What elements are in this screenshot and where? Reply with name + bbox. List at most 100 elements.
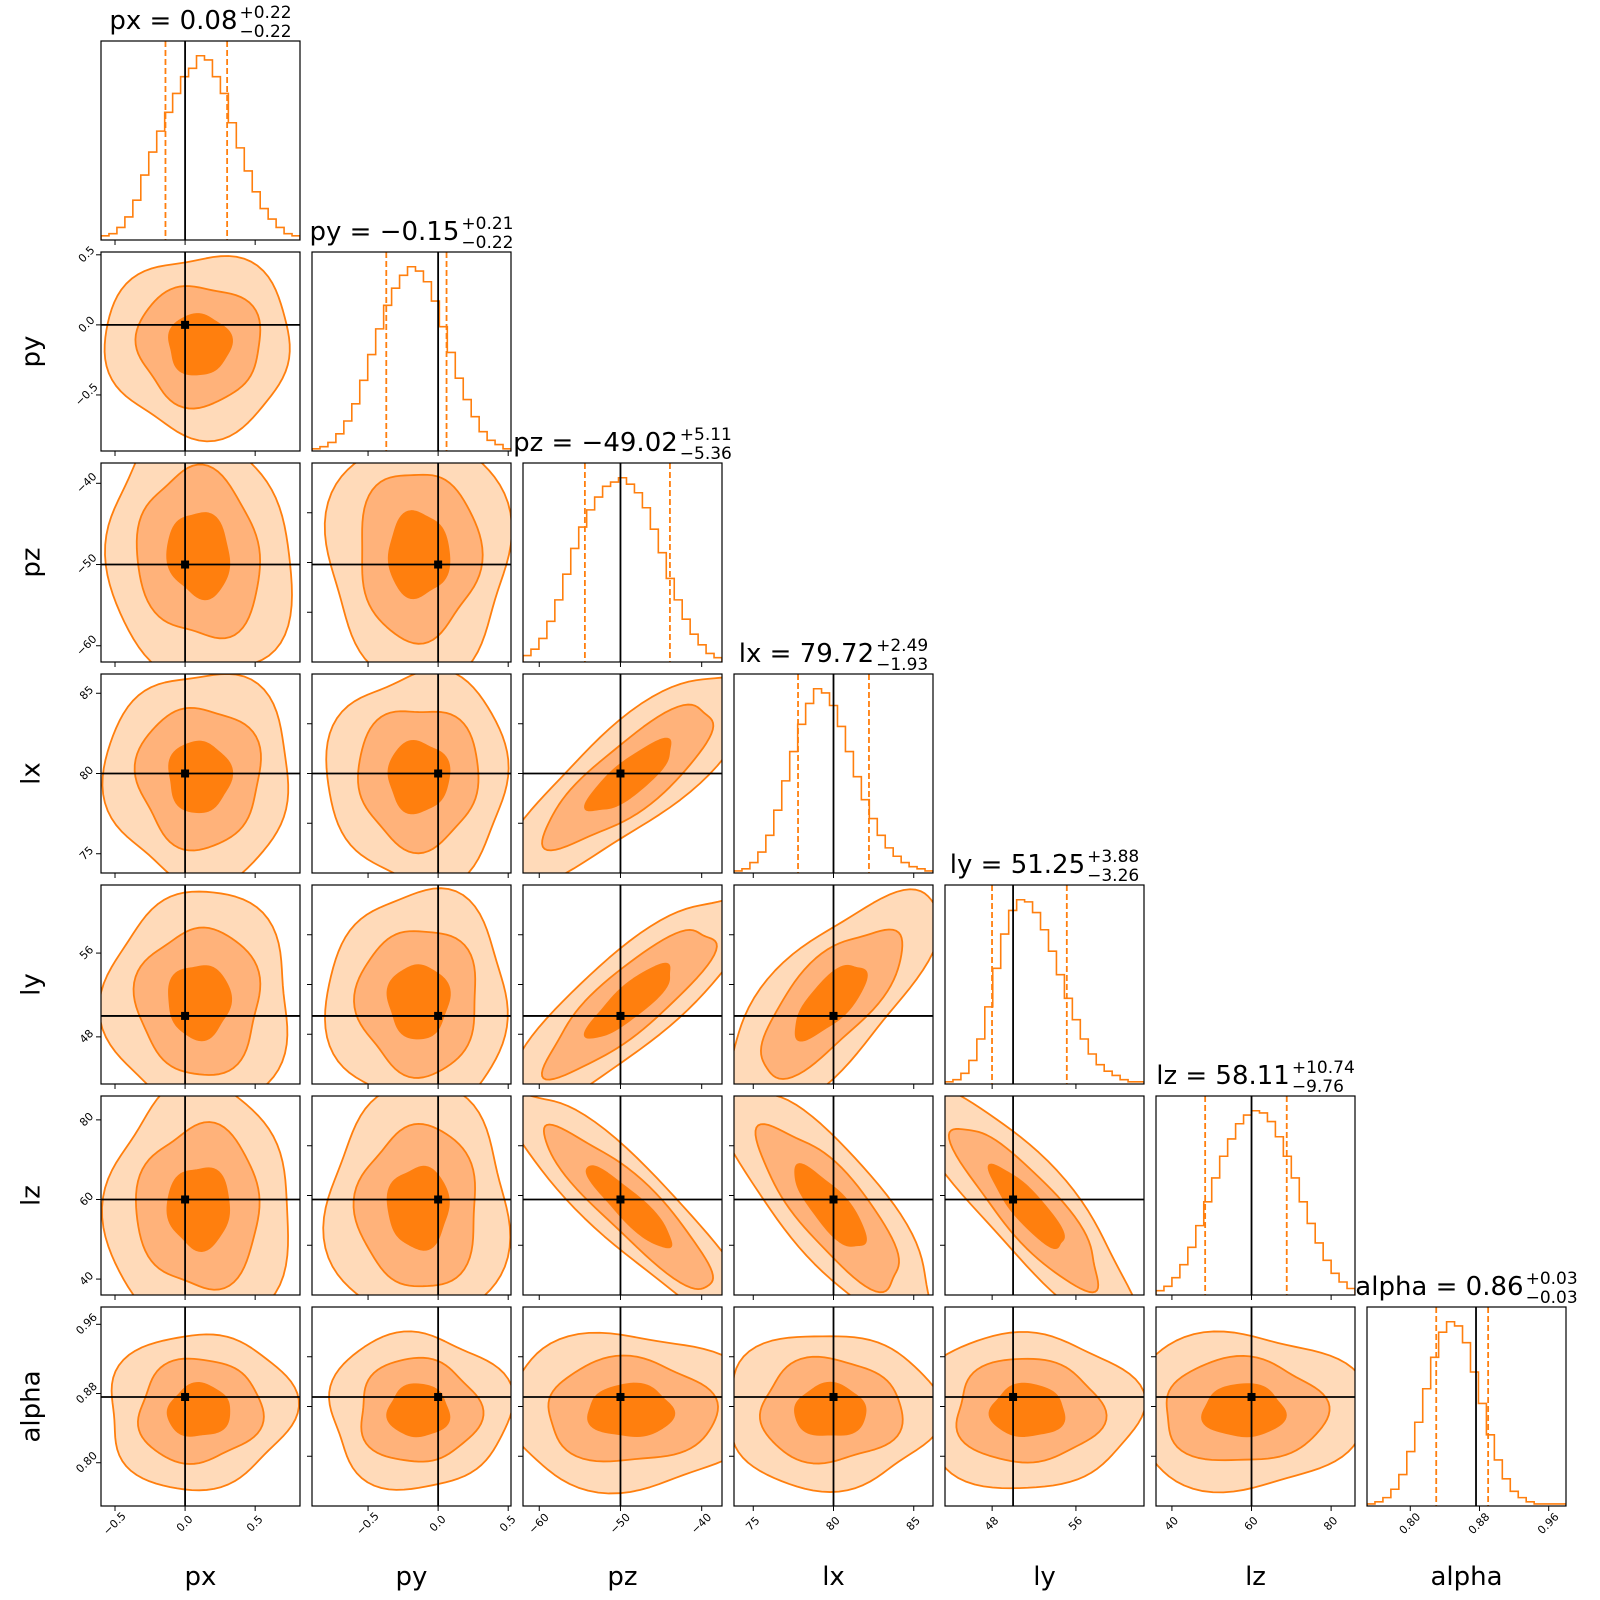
title-lower: −9.76 xyxy=(1292,1077,1344,1097)
panel-content xyxy=(734,885,933,1084)
y-tick-label-pz: −60 xyxy=(74,633,100,659)
panel-alpha-alpha: alpha = 0.86 +0.03−0.03 0.80 0.88 0.96 alpha xyxy=(1355,1269,1577,1592)
panel-content xyxy=(101,1307,300,1506)
panel-px-pz: −60 −50 −40 pz xyxy=(17,462,301,667)
panel-lz-alpha: 40 60 80 lz xyxy=(1151,1306,1356,1592)
truth-marker xyxy=(616,1011,625,1020)
panel-py-ly xyxy=(307,884,512,1089)
title-lower: −0.03 xyxy=(1526,1288,1578,1308)
panel-frame xyxy=(944,1095,1145,1296)
panel-py-lx xyxy=(307,673,512,878)
panel-frame xyxy=(100,673,301,874)
title-upper: +10.74 xyxy=(1292,1058,1355,1078)
panel-py-pz xyxy=(307,462,512,667)
panel-content xyxy=(101,252,300,451)
panel-pz-lz xyxy=(518,1095,723,1300)
contour-inner xyxy=(387,739,451,815)
panel-content xyxy=(523,463,722,662)
contour-inner xyxy=(387,510,451,600)
x-axis-label-lx: lx xyxy=(822,1562,845,1592)
x-tick-label-lz: 40 xyxy=(1162,1514,1181,1533)
title-py: py = −0.15 +0.21−0.22 xyxy=(310,214,514,253)
panel-content xyxy=(734,1096,933,1295)
x-tick-label-lz: 80 xyxy=(1321,1514,1340,1533)
x-tick-label-alpha: 0.96 xyxy=(1535,1510,1562,1537)
panel-content xyxy=(734,674,933,873)
x-axis-label-px: px xyxy=(185,1562,217,1592)
panel-pz-ly xyxy=(518,884,723,1089)
y-axis-label-pz: pz xyxy=(17,547,47,577)
panel-content xyxy=(1156,1096,1355,1295)
y-tick-label-alpha: 0.96 xyxy=(73,1311,100,1338)
panel-frame xyxy=(311,1095,512,1296)
y-tick-label-ly: 48 xyxy=(77,1027,96,1046)
histogram-py xyxy=(312,265,511,451)
y-axis-label-alpha: alpha xyxy=(17,1370,47,1442)
panel-px-lz: 40 60 80 lz xyxy=(17,1095,301,1300)
panel-px-lx: 75 80 85 lx xyxy=(17,673,301,878)
truth-marker xyxy=(1247,1392,1256,1401)
title-upper: +2.49 xyxy=(876,636,928,656)
panel-py-alpha: −0.5 0.0 0.5 py xyxy=(307,1306,519,1592)
panel-lx-lz xyxy=(729,1095,934,1300)
panel-content xyxy=(312,885,511,1084)
panel-ly-ly: ly = 51.25 +3.88−3.26 xyxy=(944,847,1145,1089)
histogram-alpha xyxy=(1367,1320,1566,1506)
panel-frame xyxy=(944,884,1145,1085)
panel-frame xyxy=(522,1095,723,1296)
contour-inner xyxy=(794,1163,867,1247)
y-tick-label-py: 0.0 xyxy=(76,314,98,336)
x-tick-label-px: 0.0 xyxy=(174,1513,196,1535)
x-tick-label-ly: 48 xyxy=(982,1514,1001,1533)
histogram-px xyxy=(101,54,300,240)
panel-content xyxy=(101,463,300,662)
x-tick-label-px: −0.5 xyxy=(101,1510,129,1538)
x-axis-label-py: py xyxy=(396,1562,428,1592)
truth-marker xyxy=(434,1011,443,1020)
title-lower: −0.22 xyxy=(240,22,292,42)
histogram-ly xyxy=(945,898,1144,1084)
panel-frame xyxy=(522,1306,723,1507)
panel-ly-lz xyxy=(940,1095,1145,1300)
x-axis-label-alpha: alpha xyxy=(1430,1562,1502,1592)
y-tick-label-lx: 75 xyxy=(77,844,96,863)
title-lx: lx = 79.72 +2.49−1.93 xyxy=(739,636,928,675)
title-main: py = −0.15 xyxy=(310,217,460,247)
x-tick-label-pz: −40 xyxy=(689,1511,715,1537)
panel-px-py: −0.50.00.5py xyxy=(17,244,301,456)
panel-content xyxy=(523,1307,722,1506)
panel-frame xyxy=(100,462,301,663)
y-tick-label-lz: 40 xyxy=(77,1269,96,1288)
title-upper: +3.88 xyxy=(1087,847,1139,867)
histogram-pz xyxy=(523,476,722,662)
title-pz: pz = −49.02 +5.11−5.36 xyxy=(513,425,732,464)
y-tick-label-pz: −40 xyxy=(74,470,100,496)
title-upper: +5.11 xyxy=(680,425,732,445)
panel-frame xyxy=(522,884,723,1085)
title-main: alpha = 0.86 xyxy=(1355,1272,1523,1302)
x-tick-label-lx: 75 xyxy=(743,1514,762,1533)
panel-content xyxy=(312,252,511,451)
panel-frame xyxy=(311,1306,512,1507)
x-axis-label-lz: lz xyxy=(1245,1562,1266,1592)
title-lower: −3.26 xyxy=(1087,866,1139,886)
panel-content xyxy=(312,674,511,873)
title-main: px = 0.08 xyxy=(109,6,237,36)
truth-marker xyxy=(616,1195,625,1204)
y-tick-label-lx: 85 xyxy=(77,683,96,702)
y-tick-label-lx: 80 xyxy=(77,764,96,783)
y-axis-label-py: py xyxy=(17,336,47,368)
truth-marker xyxy=(181,1392,190,1401)
panel-frame xyxy=(311,462,512,663)
title-lower: −1.93 xyxy=(876,655,928,675)
panel-py-lz xyxy=(307,1095,512,1300)
truth-marker xyxy=(434,1392,443,1401)
truth-marker xyxy=(1009,1392,1018,1401)
truth-marker xyxy=(616,1392,625,1401)
panel-pz-alpha: −60 −50 −40 pz xyxy=(518,1306,723,1592)
x-tick-label-lz: 60 xyxy=(1242,1514,1261,1533)
panel-frame xyxy=(311,251,512,452)
panel-ly-alpha: 48 56 ly xyxy=(940,1306,1145,1592)
y-axis-label-lz: lz xyxy=(17,1185,47,1206)
